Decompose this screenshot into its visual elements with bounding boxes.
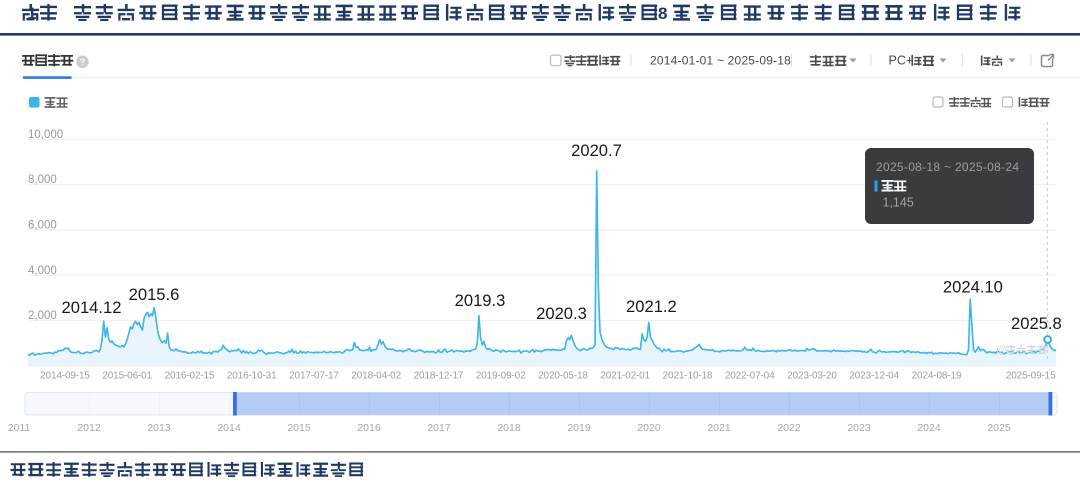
svg-text:2018-04-02: 2018-04-02 xyxy=(351,371,401,382)
svg-text:2023: 2023 xyxy=(847,422,871,434)
svg-text:2015-06-01: 2015-06-01 xyxy=(102,371,152,382)
svg-text:2024: 2024 xyxy=(917,422,941,434)
svg-text:8,000: 8,000 xyxy=(28,174,57,186)
svg-text:6,000: 6,000 xyxy=(28,220,57,232)
svg-text:2023-03-20: 2023-03-20 xyxy=(787,371,837,382)
svg-text:2014-09-15: 2014-09-15 xyxy=(40,371,90,382)
svg-text:2018-12-17: 2018-12-17 xyxy=(414,371,464,382)
svg-text:2025-09-15: 2025-09-15 xyxy=(1006,371,1056,382)
svg-text:2025-08-18 ~ 2025-08-24: 2025-08-18 ~ 2025-08-24 xyxy=(876,160,1019,174)
svg-text:?: ? xyxy=(80,57,86,67)
svg-text:2012: 2012 xyxy=(77,422,101,434)
svg-text:PC+: PC+ xyxy=(889,54,914,68)
svg-text:2025: 2025 xyxy=(987,422,1011,434)
svg-text:2016-02-15: 2016-02-15 xyxy=(165,371,215,382)
svg-text:@: @ xyxy=(996,344,1007,356)
svg-text:2020: 2020 xyxy=(637,422,661,434)
svg-text:2013: 2013 xyxy=(147,422,171,434)
svg-text:2017-07-17: 2017-07-17 xyxy=(289,371,339,382)
svg-text:2017: 2017 xyxy=(427,422,451,434)
svg-text:2019: 2019 xyxy=(567,422,591,434)
svg-text:2023-12-04: 2023-12-04 xyxy=(849,371,899,382)
svg-text:2021: 2021 xyxy=(707,422,731,434)
svg-text:2,000: 2,000 xyxy=(28,310,57,322)
svg-text:2020.3: 2020.3 xyxy=(536,304,587,323)
svg-text:2021-02-01: 2021-02-01 xyxy=(600,371,650,382)
svg-text:2014: 2014 xyxy=(217,422,241,434)
svg-text:1,145: 1,145 xyxy=(883,196,914,210)
svg-text:4,000: 4,000 xyxy=(28,265,57,277)
svg-text:1: 1 xyxy=(27,4,36,23)
svg-text:2019-09-02: 2019-09-02 xyxy=(476,371,526,382)
svg-text:2011: 2011 xyxy=(8,422,31,434)
svg-text:2024-08-19: 2024-08-19 xyxy=(912,371,962,382)
svg-text:2020.7: 2020.7 xyxy=(571,141,622,160)
svg-text:2015: 2015 xyxy=(287,422,311,434)
svg-text:8: 8 xyxy=(658,4,667,23)
svg-text:2022: 2022 xyxy=(777,422,801,434)
svg-text:2016-10-31: 2016-10-31 xyxy=(227,371,277,382)
svg-text:2020-05-18: 2020-05-18 xyxy=(538,371,588,382)
svg-text:2019.3: 2019.3 xyxy=(455,291,506,310)
svg-text:2021-10-18: 2021-10-18 xyxy=(663,371,713,382)
svg-text:2024.10: 2024.10 xyxy=(943,278,1003,297)
svg-text:2016: 2016 xyxy=(357,422,381,434)
svg-text:2014-01-01 ~ 2025-09-18: 2014-01-01 ~ 2025-09-18 xyxy=(650,54,791,68)
svg-text:2014.12: 2014.12 xyxy=(62,298,122,317)
svg-text:2021.2: 2021.2 xyxy=(626,297,677,316)
svg-text:2025.8: 2025.8 xyxy=(1011,314,1062,333)
svg-text:2015.6: 2015.6 xyxy=(129,285,180,304)
svg-text:2022-07-04: 2022-07-04 xyxy=(725,371,775,382)
svg-text:2018: 2018 xyxy=(497,422,521,434)
svg-text:10,000: 10,000 xyxy=(28,129,63,141)
